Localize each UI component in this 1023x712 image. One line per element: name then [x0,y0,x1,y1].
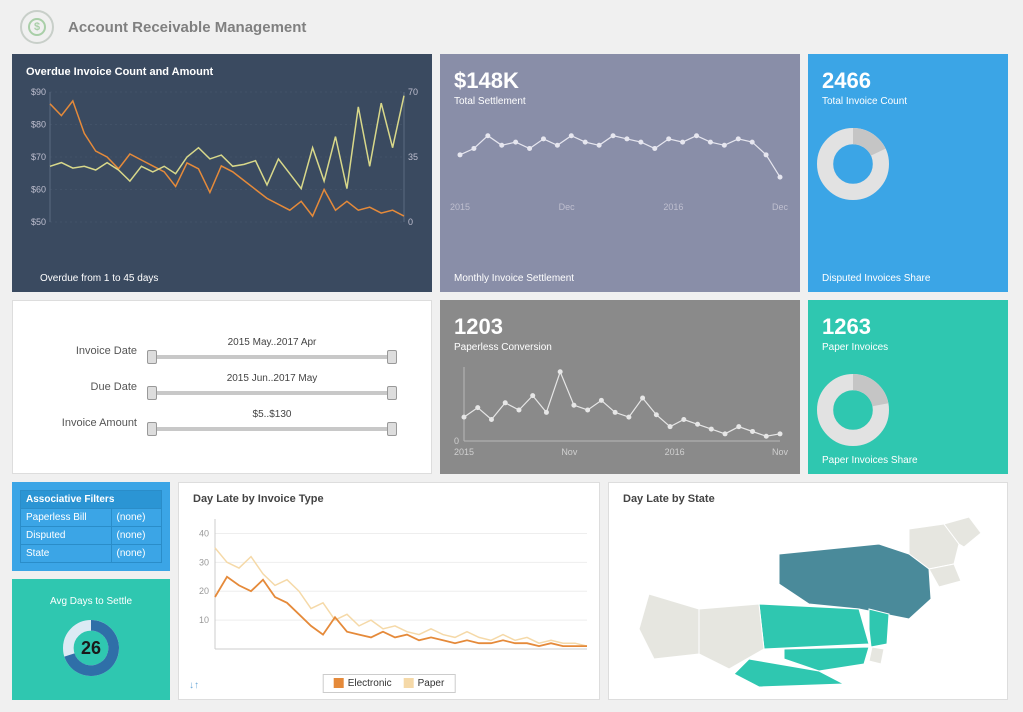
avg-days-title: Avg Days to Settle [50,596,132,607]
svg-text:30: 30 [199,557,209,567]
legend-paper: Paper [418,678,445,689]
assoc-row-label[interactable]: State [21,545,112,563]
logo-icon: $ [20,10,54,44]
filter-due-date[interactable]: Due Date 2015 Jun..2017 May [47,375,397,399]
slider-handle-left[interactable] [147,350,157,364]
settlement-card: $148K Total Settlement 2015 Dec 2016 Dec Mo… [440,54,800,292]
assoc-filters-table: Associative Filters Paperless Bill(none)… [20,490,162,563]
slider-handle-right[interactable] [387,422,397,436]
day-late-type-title: Day Late by Invoice Type [179,483,599,509]
assoc-row-value[interactable]: (none) [111,527,161,545]
settlement-footer: Monthly Invoice Settlement [454,273,574,284]
sort-icon[interactable]: ↓↑ [189,680,199,691]
filter-label: Invoice Date [47,345,137,357]
paper-footer: Paper Invoices Share [822,455,918,466]
page-header: $ Account Receivable Management [0,0,1023,54]
overdue-title: Overdue Invoice Count and Amount [12,54,432,82]
svg-text:$50: $50 [31,217,46,227]
paper-donut [808,365,898,455]
settlement-label: Total Settlement [440,94,800,113]
filter-label: Invoice Amount [47,417,137,429]
page-title: Account Receivable Management [68,19,306,36]
disputed-footer: Disputed Invoices Share [822,273,930,284]
filters-card: Invoice Date 2015 May..2017 Apr Due Date… [12,300,432,474]
day-late-legend: Electronic Paper [323,674,456,693]
paperless-chart: 02015 Nov 2016 Nov [440,359,800,469]
settlement-value: $148K [440,54,800,94]
svg-text:2015: 2015 [454,447,474,457]
svg-text:10: 10 [199,615,209,625]
assoc-row-value[interactable]: (none) [111,509,161,527]
svg-text:0: 0 [454,436,459,446]
day-late-state-card: Day Late by State [608,482,1008,700]
svg-text:2015: 2015 [450,202,470,212]
invoice-count-card: 2466 Total Invoice Count Disputed Invoic… [808,54,1008,292]
paper-value: 1263 [808,300,1008,340]
svg-text:$80: $80 [31,120,46,130]
filter-value: 2015 May..2017 Apr [147,337,397,348]
avg-days-donut: 26 [56,613,126,683]
paperless-card: 1203 Paperless Conversion 02015 Nov 2016 No… [440,300,800,474]
paper-invoices-card: 1263 Paper Invoices Paper Invoices Share [808,300,1008,474]
svg-text:2016: 2016 [665,447,685,457]
dollar-icon: $ [28,18,46,36]
overdue-footer: Overdue from 1 to 45 days [40,273,158,284]
state-map[interactable] [609,509,1009,689]
day-late-type-chart: 10 20 30 40 [179,509,599,679]
filter-value: 2015 Jun..2017 May [147,373,397,384]
svg-text:Dec: Dec [559,202,576,212]
svg-text:70: 70 [408,87,418,97]
overdue-chart-card: Overdue Invoice Count and Amount $50$60$… [12,54,432,292]
filter-label: Due Date [47,381,137,393]
invoice-count-value: 2466 [808,54,1008,94]
day-late-type-card: Day Late by Invoice Type 10 20 30 40 ↓↑ Ele… [178,482,600,700]
svg-text:Nov: Nov [772,447,789,457]
assoc-header: Associative Filters [21,491,162,509]
assoc-row-value[interactable]: (none) [111,545,161,563]
paperless-value: 1203 [440,300,800,340]
svg-text:35: 35 [408,152,418,162]
slider-handle-left[interactable] [147,422,157,436]
slider-handle-left[interactable] [147,386,157,400]
overdue-chart: $50 $60 $70 $80 $90 0 35 70 [12,82,432,252]
svg-text:$60: $60 [31,185,46,195]
svg-text:0: 0 [408,217,413,227]
svg-text:2016: 2016 [663,202,683,212]
assoc-row-label[interactable]: Disputed [21,527,112,545]
avg-days-value: 26 [56,613,126,683]
slider-handle-right[interactable] [387,386,397,400]
svg-text:40: 40 [199,528,209,538]
filter-invoice-amount[interactable]: Invoice Amount $5..$130 [47,411,397,435]
svg-text:Dec: Dec [772,202,789,212]
day-late-state-title: Day Late by State [609,483,1007,509]
disputed-donut [808,119,898,209]
slider-handle-right[interactable] [387,350,397,364]
filter-invoice-date[interactable]: Invoice Date 2015 May..2017 Apr [47,339,397,363]
svg-text:20: 20 [199,586,209,596]
avg-days-card: Avg Days to Settle 26 [12,579,170,700]
svg-text:Nov: Nov [561,447,578,457]
paper-label: Paper Invoices [808,340,1008,359]
svg-text:$90: $90 [31,87,46,97]
legend-electronic: Electronic [348,678,392,689]
associative-filters-card: Associative Filters Paperless Bill(none)… [12,482,170,571]
paperless-label: Paperless Conversion [440,340,800,359]
filter-value: $5..$130 [147,409,397,420]
svg-text:$70: $70 [31,152,46,162]
assoc-row-label[interactable]: Paperless Bill [21,509,112,527]
settlement-chart: 2015 Dec 2016 Dec [440,113,800,233]
invoice-count-label: Total Invoice Count [808,94,1008,113]
